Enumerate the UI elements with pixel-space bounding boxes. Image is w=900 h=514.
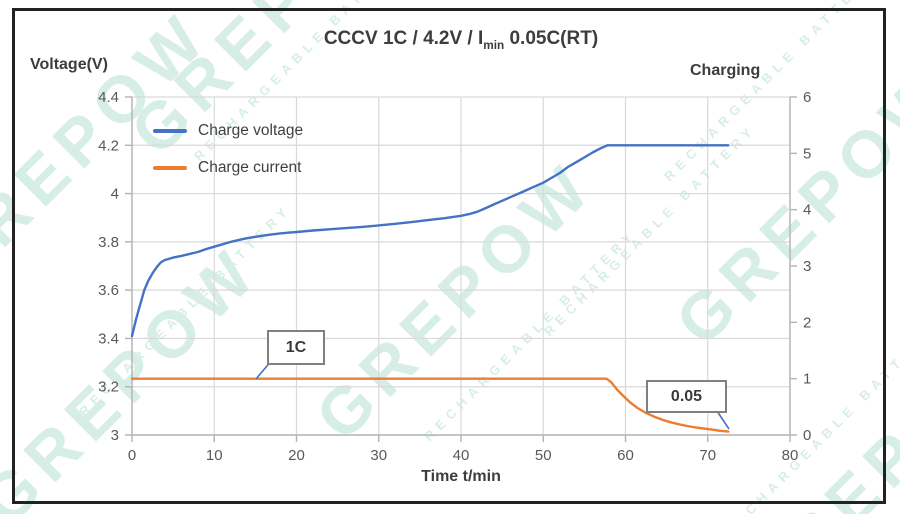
left-axis-title: Voltage(V) [30,56,108,73]
x-tick-label: 80 [782,447,799,464]
right-tick-label: 5 [803,145,811,162]
right-tick-label: 2 [803,314,811,331]
legend-swatch-voltage [153,128,187,133]
x-tick-label: 10 [206,447,223,464]
chart-title-subscript: min [483,38,505,52]
left-tick-label: 3.6 [98,282,119,299]
left-tick-label: 3.4 [98,330,119,347]
x-tick-label: 0 [128,447,136,464]
left-tick-label: 3.8 [98,234,119,251]
right-axis-title: Charging [690,62,761,79]
legend-label-current: Charge current [198,158,302,176]
charge-voltage-line [130,144,730,338]
x-axis-title: Time t/min [421,468,501,485]
left-tick-label: 4.2 [98,137,119,154]
left-tick-label: 3.2 [98,379,119,396]
right-tick-label: 1 [803,371,811,388]
x-tick-label: 50 [535,447,552,464]
right-tick-label: 6 [803,89,811,106]
left-tick-label: 3 [111,427,119,444]
right-tick-label: 0 [803,427,811,444]
chart-title: CCCV 1C / 4.2V / Imin 0.05C(RT) [132,28,790,52]
charge-current-line [130,377,730,433]
left-tick-label: 4 [111,186,119,203]
x-tick-label: 40 [453,447,470,464]
legend-item-charge-current: Charge current [153,149,303,186]
chart-title-suffix: 0.05C(RT) [504,28,599,49]
legend: Charge voltage Charge current [153,112,303,186]
x-tick-label: 20 [288,447,305,464]
legend-label-voltage: Charge voltage [198,121,304,139]
x-tick-label: 60 [617,447,634,464]
annotation-0.05: 0.05 [646,380,727,413]
x-tick-label: 30 [370,447,387,464]
right-tick-label: 3 [803,258,811,275]
left-tick-label: 4.4 [98,89,119,106]
legend-item-charge-voltage: Charge voltage [153,112,303,149]
x-tick-label: 70 [699,447,716,464]
legend-swatch-current [153,165,187,170]
right-tick-label: 4 [803,202,811,219]
chart-title-main: CCCV 1C / 4.2V / I [323,28,484,49]
annotation-1c: 1C [267,330,325,365]
